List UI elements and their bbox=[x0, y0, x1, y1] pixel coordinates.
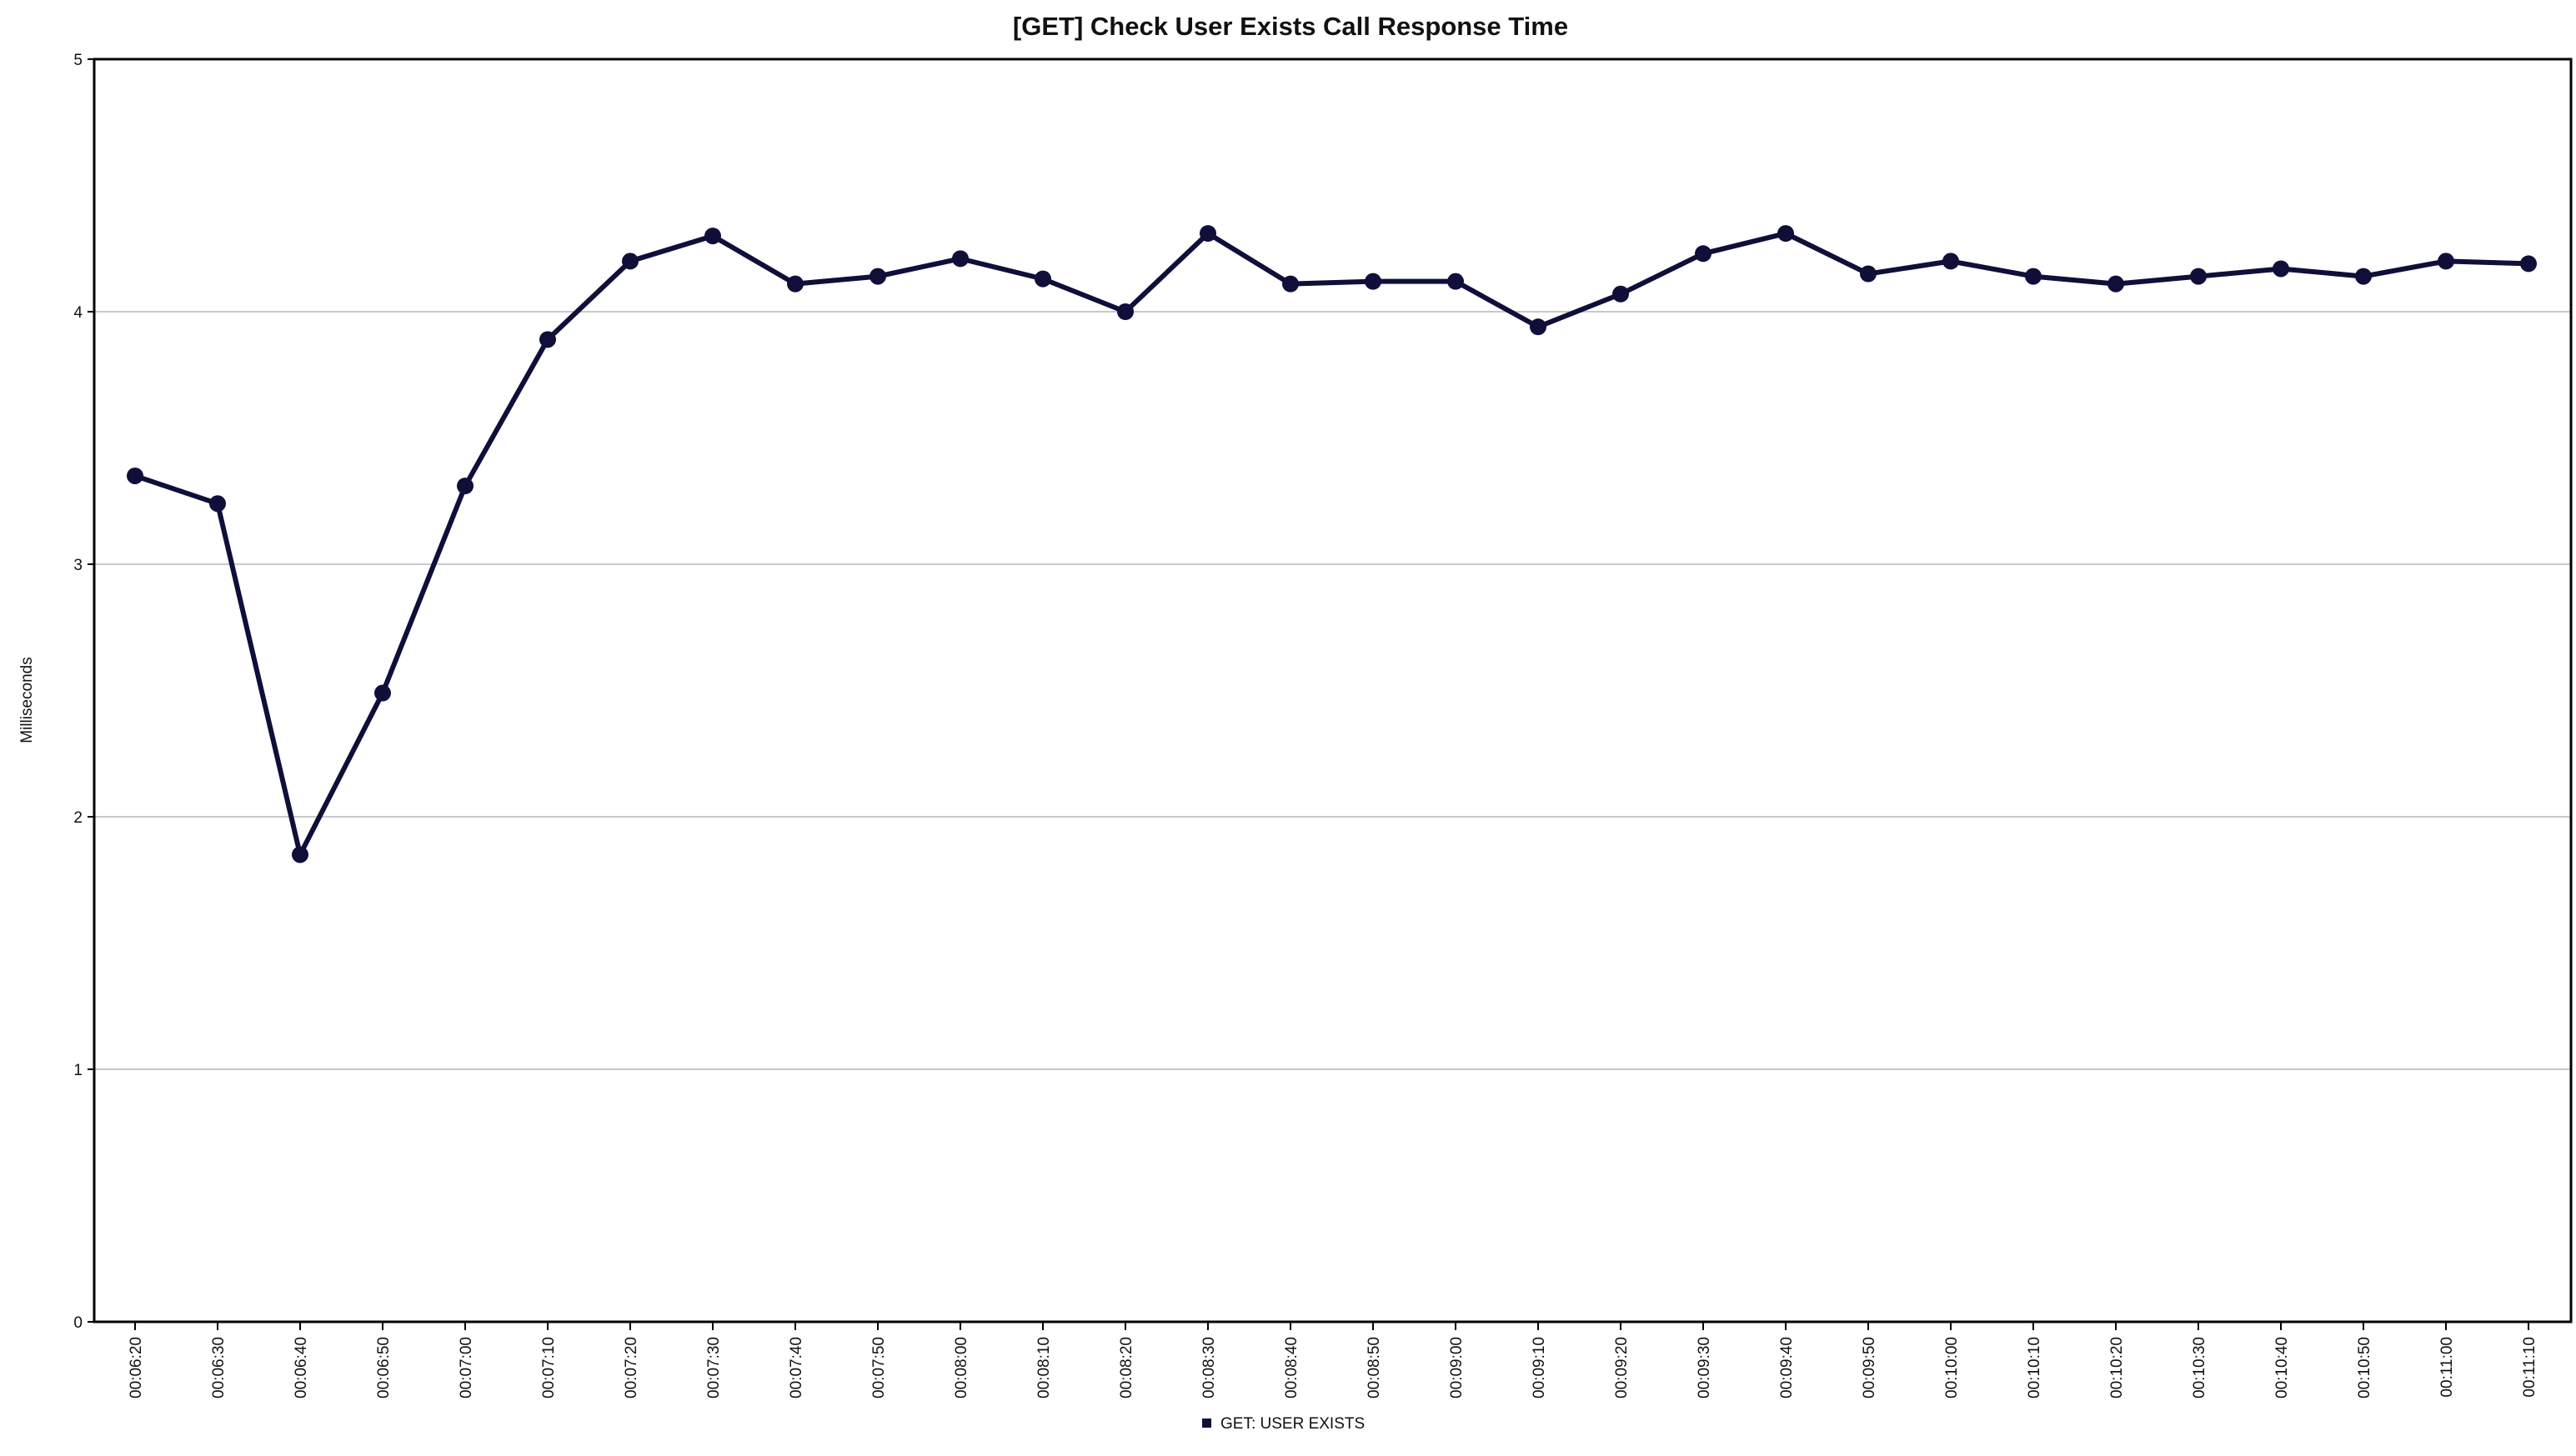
data-point bbox=[1942, 253, 1959, 270]
gridlines bbox=[94, 311, 2571, 1070]
data-point bbox=[457, 478, 474, 495]
series-layer bbox=[127, 225, 2537, 863]
data-point bbox=[952, 250, 969, 268]
x-tick-label: 00:10:20 bbox=[2108, 1337, 2126, 1398]
data-point bbox=[2273, 260, 2289, 278]
x-tick-label: 00:07:40 bbox=[788, 1337, 805, 1398]
chart-title: [GET] Check User Exists Call Response Ti… bbox=[1013, 12, 1568, 41]
data-point bbox=[1365, 273, 1381, 290]
data-point bbox=[127, 467, 143, 484]
x-tick-label: 00:08:20 bbox=[1118, 1337, 1135, 1398]
data-point bbox=[1117, 303, 1134, 320]
legend-swatch bbox=[1202, 1418, 1211, 1428]
x-tick-label: 00:07:30 bbox=[705, 1337, 723, 1398]
plot-frame bbox=[93, 58, 2573, 1323]
data-point bbox=[2438, 253, 2454, 270]
data-point bbox=[2520, 255, 2537, 273]
x-tick-label: 00:08:40 bbox=[1283, 1337, 1301, 1398]
data-point bbox=[1695, 245, 1711, 263]
data-point bbox=[622, 253, 639, 270]
x-tick-label: 00:10:30 bbox=[2191, 1337, 2208, 1398]
y-tick-label: 3 bbox=[73, 557, 83, 574]
data-point bbox=[1860, 265, 1877, 283]
y-axis-label: Milliseconds bbox=[18, 657, 36, 743]
x-tick-label: 00:09:40 bbox=[1778, 1337, 1796, 1398]
x-tick-label: 00:07:20 bbox=[623, 1337, 640, 1398]
x-tick-label: 00:10:40 bbox=[2273, 1337, 2291, 1398]
data-point bbox=[1447, 273, 1464, 290]
y-tick-label: 5 bbox=[73, 52, 83, 69]
data-point bbox=[1200, 225, 1216, 243]
data-point bbox=[1282, 275, 1299, 293]
data-point bbox=[2355, 268, 2372, 285]
x-tick-label: 00:09:10 bbox=[1531, 1337, 1548, 1398]
data-point bbox=[1530, 318, 1546, 336]
x-tick-label: 00:06:40 bbox=[293, 1337, 310, 1398]
x-tick-label: 00:07:50 bbox=[870, 1337, 888, 1398]
x-tick-label: 00:06:30 bbox=[210, 1337, 228, 1398]
x-axis-ticks: 00:06:20 00:06:30 00:06:40 00:06:50 00:07:00… bbox=[128, 1322, 2538, 1398]
x-tick-label: 00:09:20 bbox=[1613, 1337, 1631, 1398]
x-tick-label: 00:07:00 bbox=[458, 1337, 475, 1398]
y-tick-label: 2 bbox=[73, 809, 83, 827]
x-tick-label: 00:10:10 bbox=[2026, 1337, 2043, 1398]
data-point bbox=[209, 495, 226, 513]
x-tick-label: 00:09:50 bbox=[1861, 1337, 1878, 1398]
data-point bbox=[292, 846, 308, 863]
x-tick-label: 00:11:00 bbox=[2438, 1337, 2456, 1398]
x-tick-label: 00:09:30 bbox=[1696, 1337, 1713, 1398]
x-tick-label: 00:10:00 bbox=[1943, 1337, 1961, 1398]
data-point bbox=[1612, 285, 1629, 303]
data-point bbox=[2107, 275, 2124, 293]
data-point bbox=[787, 275, 804, 293]
data-point bbox=[704, 228, 721, 245]
data-point bbox=[374, 684, 391, 702]
y-tick-label: 1 bbox=[73, 1062, 83, 1079]
x-tick-label: 00:10:50 bbox=[2356, 1337, 2373, 1398]
x-tick-label: 00:08:00 bbox=[953, 1337, 970, 1398]
x-tick-label: 00:08:10 bbox=[1035, 1337, 1053, 1398]
y-tick-label: 0 bbox=[73, 1314, 83, 1332]
y-tick-label: 4 bbox=[73, 304, 83, 322]
axes bbox=[93, 58, 2573, 1323]
data-point bbox=[1777, 225, 1794, 243]
data-point bbox=[870, 268, 886, 285]
legend: GET: USER EXISTS bbox=[1202, 1415, 1365, 1433]
x-tick-label: 00:08:50 bbox=[1366, 1337, 1383, 1398]
x-tick-label: 00:09:00 bbox=[1448, 1337, 1466, 1398]
data-point bbox=[1035, 270, 1051, 288]
data-point bbox=[2025, 268, 2042, 285]
data-point bbox=[539, 331, 556, 348]
x-tick-label: 00:06:50 bbox=[375, 1337, 393, 1398]
legend-label: GET: USER EXISTS bbox=[1220, 1415, 1365, 1433]
x-tick-label: 00:08:30 bbox=[1200, 1337, 1218, 1398]
series-line bbox=[133, 231, 2531, 858]
y-axis-ticks: 0 1 2 3 4 5 bbox=[73, 52, 94, 1332]
x-tick-label: 00:11:10 bbox=[2521, 1337, 2538, 1398]
x-tick-label: 00:07:10 bbox=[540, 1337, 558, 1398]
x-tick-label: 00:06:20 bbox=[128, 1337, 145, 1398]
data-point bbox=[2190, 268, 2207, 285]
